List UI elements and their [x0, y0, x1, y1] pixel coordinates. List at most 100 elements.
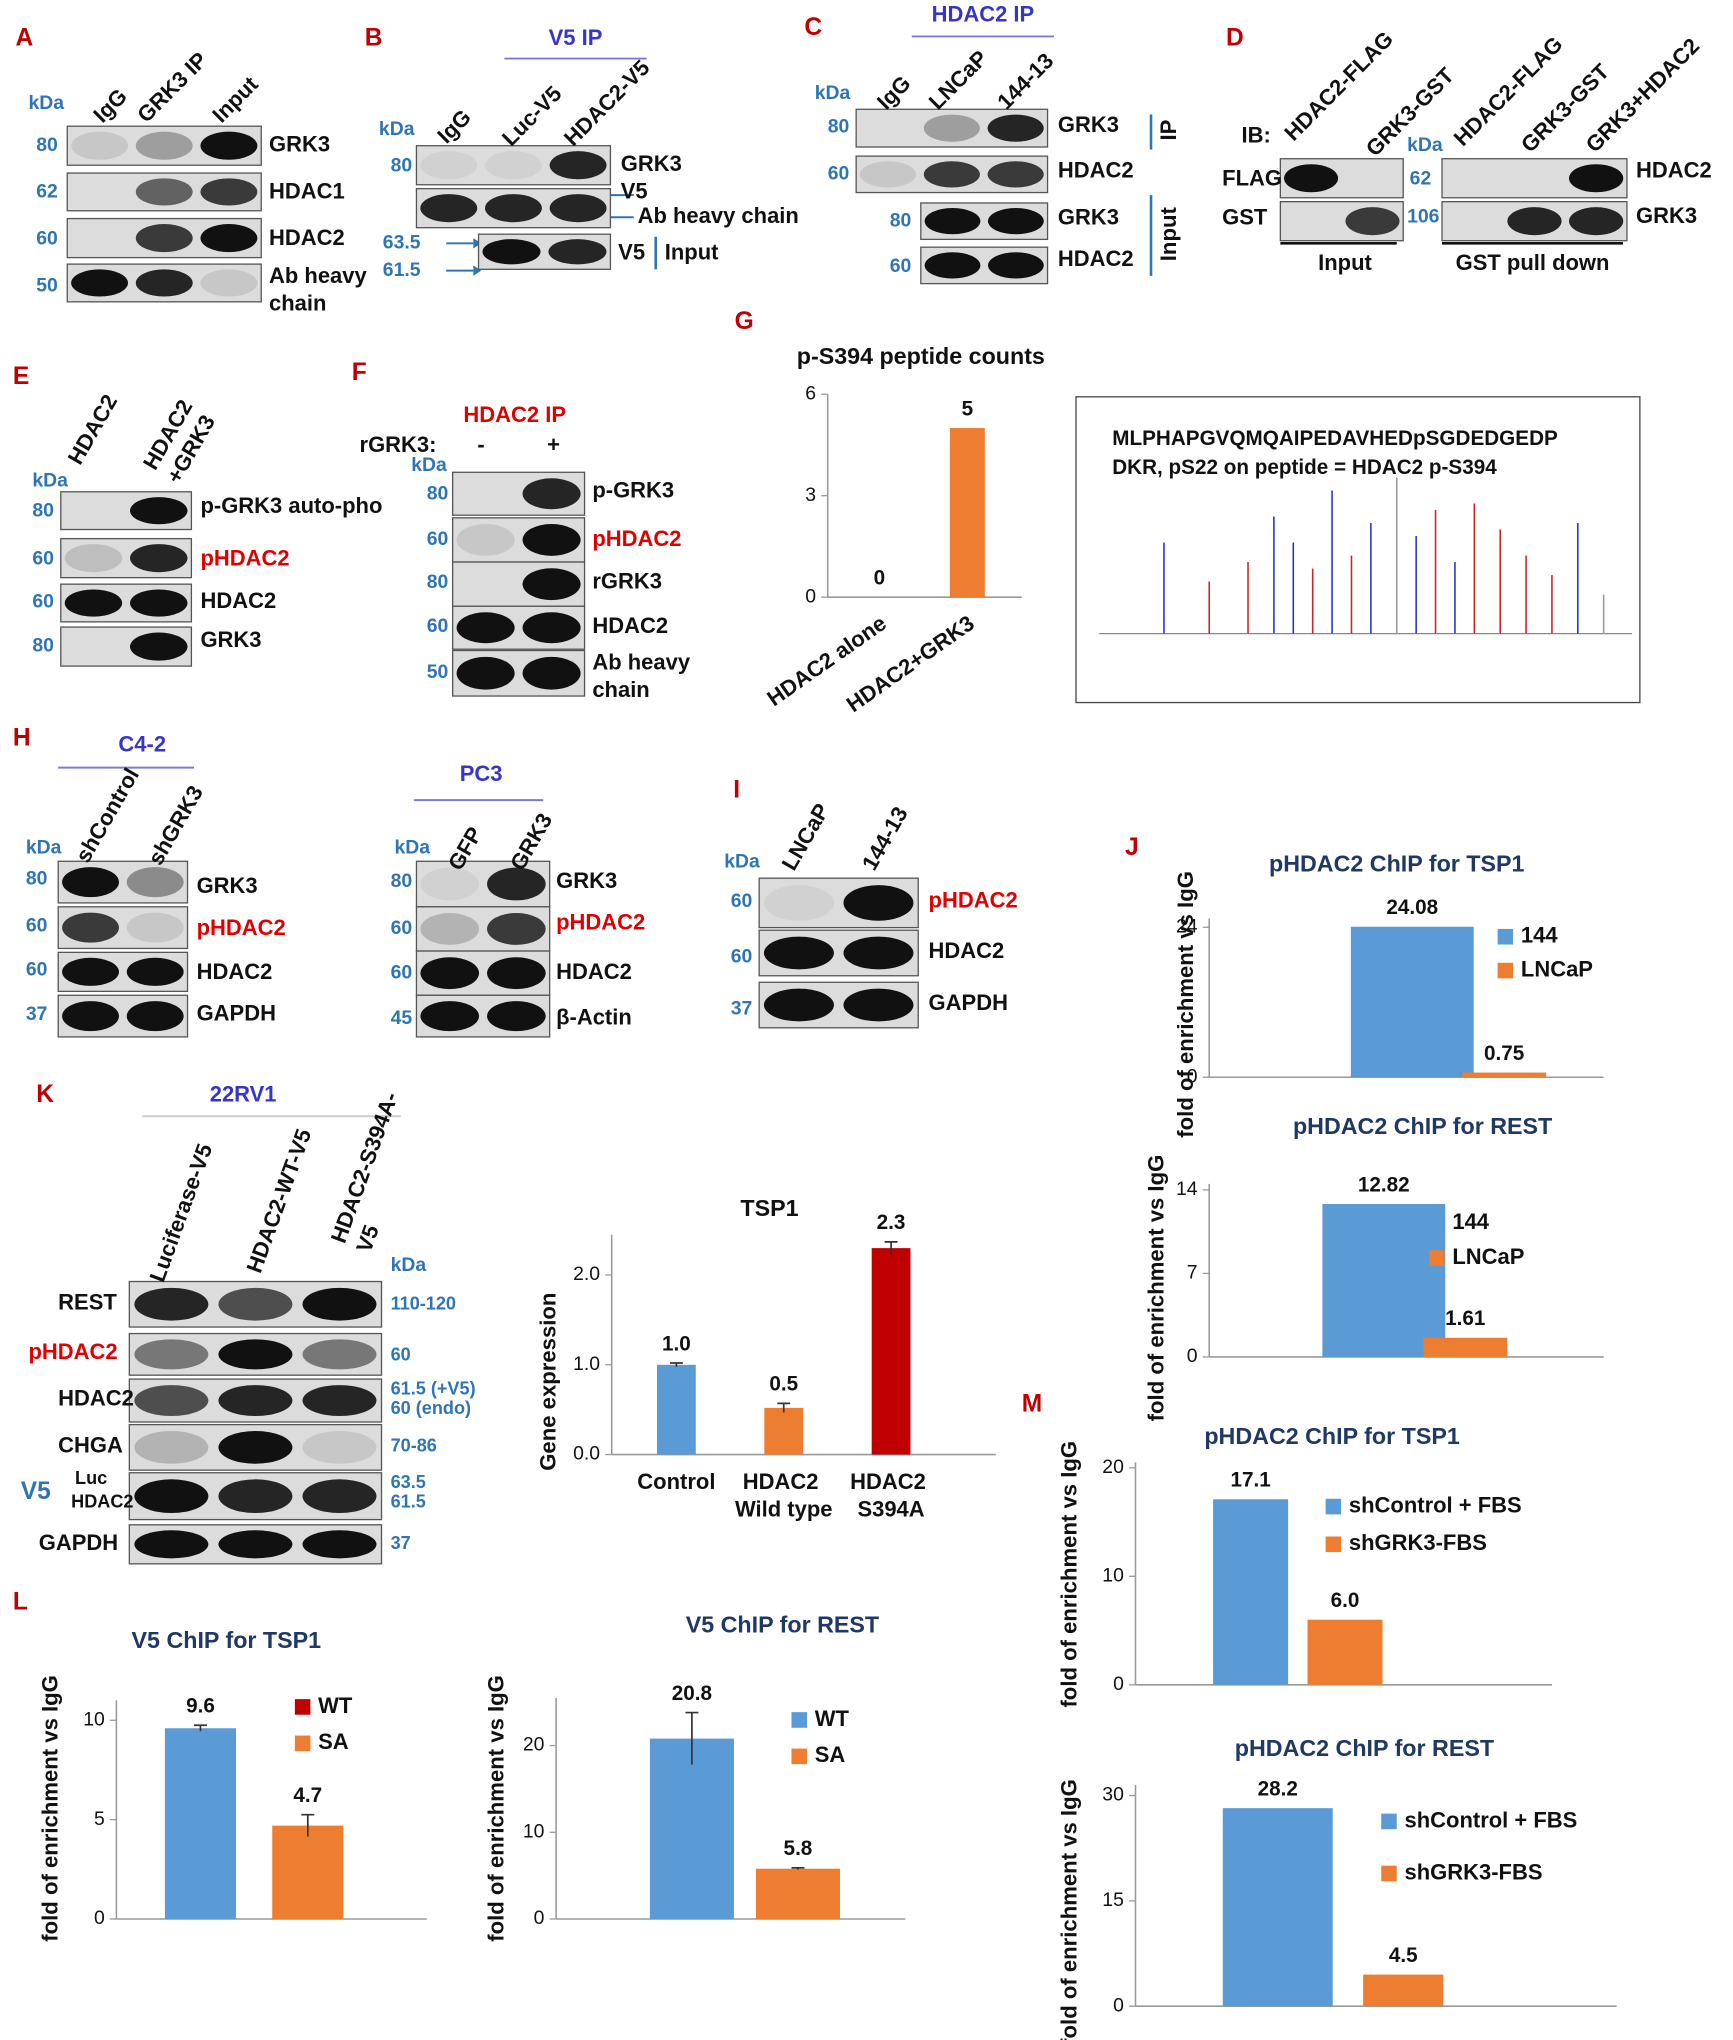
title-text: PC3	[460, 761, 503, 786]
letter-text: F	[352, 359, 367, 386]
bands-text: GRK3	[197, 873, 258, 898]
title-text: 22RV1	[210, 1081, 277, 1106]
legend-label: LNCaP	[1452, 1244, 1524, 1269]
blot-band	[420, 1001, 480, 1032]
blot-band	[843, 885, 914, 921]
bands-text: pHDAC2	[28, 1339, 117, 1364]
blot-band	[218, 1287, 293, 1321]
y-axis-label: fold of enrichment vs IgG	[1057, 1779, 1082, 2040]
blot-band	[923, 114, 980, 142]
markers-text: 61.5	[391, 1491, 426, 1511]
blot-band	[420, 151, 478, 180]
y-tick-label: 20	[523, 1734, 545, 1756]
bar	[1322, 1203, 1446, 1357]
legend-label: LNCaP	[1521, 956, 1593, 981]
markers-text: 60	[391, 961, 413, 983]
blot-band	[987, 252, 1044, 279]
bar	[764, 1407, 804, 1455]
bar	[164, 1728, 237, 1920]
blot-band	[302, 1479, 377, 1514]
bands-text: GAPDH	[197, 1001, 276, 1026]
markers-text: 60	[731, 946, 753, 968]
blot-band	[200, 269, 258, 297]
value-label: 12.82	[1358, 1173, 1410, 1196]
blot-band	[126, 912, 184, 943]
blot-band	[924, 252, 981, 279]
kda-text: kDa	[391, 1254, 427, 1276]
y-tick-label: 3	[805, 484, 816, 506]
bar	[1363, 1974, 1444, 2007]
blot-band	[484, 194, 542, 223]
bands-text: Ab heavy chain	[592, 649, 696, 701]
blot-band	[987, 208, 1044, 235]
letter-text: M	[1022, 1391, 1042, 1418]
bar	[656, 1364, 696, 1455]
blot-band	[130, 497, 188, 525]
markers-text: 60	[26, 959, 48, 981]
treatment-text: rGRK3:	[360, 432, 437, 457]
y-tick-label: 0.0	[573, 1443, 600, 1465]
columns-text: HDAC2-V5	[559, 55, 654, 151]
blot-band	[420, 867, 480, 901]
markers-text: 60	[32, 548, 54, 570]
value-label: 0.75	[1484, 1042, 1524, 1065]
bar	[1462, 1072, 1547, 1078]
y-tick-label: 0	[94, 1907, 105, 1929]
blot-band	[987, 161, 1044, 188]
bands-text: HDAC2	[269, 225, 345, 250]
y-tick-label: 10	[83, 1708, 105, 1730]
blot-band	[135, 131, 193, 160]
legend-swatch	[1497, 928, 1514, 945]
blot-band	[200, 131, 258, 160]
blot-band	[134, 1430, 209, 1464]
value-label: 1.61	[1445, 1307, 1485, 1330]
blot-band	[763, 885, 834, 921]
blot-band	[200, 224, 258, 253]
bands-text: Luc	[75, 1468, 107, 1488]
letter-text: D	[1226, 25, 1244, 52]
legend-swatch	[294, 1735, 311, 1752]
blot-band	[1569, 207, 1624, 236]
blot-band	[549, 194, 607, 223]
blot-band	[134, 1530, 209, 1559]
x-tick-label: HDAC2 S394A	[850, 1469, 932, 1521]
markers-text: 106	[1407, 205, 1440, 227]
bar	[649, 1738, 734, 1920]
legend-label: 144	[1521, 923, 1558, 948]
markers-text: 60 (endo)	[391, 1398, 471, 1418]
error-bar	[685, 1711, 699, 1765]
title-text: HDAC2 IP	[463, 402, 566, 427]
markers-text: 45	[391, 1007, 413, 1029]
bands-text: rGRK3	[592, 569, 662, 594]
blot-band	[134, 1479, 209, 1514]
value-label: 0.5	[769, 1373, 798, 1396]
y-tick-label: 5	[94, 1808, 105, 1830]
bar	[755, 1868, 840, 1920]
kda-text: kDa	[32, 469, 68, 491]
peptide-text: MLPHAPGVQMQAIPEDAVHEDpSGDEDGEDP	[1112, 427, 1558, 450]
markers-text: 60	[427, 528, 449, 550]
legend-swatch	[1497, 962, 1514, 979]
blot-band	[763, 988, 834, 1022]
blot-band	[487, 913, 546, 945]
letter-text: C	[804, 14, 822, 41]
bands-text: HDAC2	[1058, 246, 1134, 271]
kda-text: kDa	[411, 454, 447, 476]
legend-swatch	[1429, 1250, 1445, 1266]
markers-text: 60	[427, 615, 449, 637]
markers-text: 37	[391, 1533, 411, 1553]
blot-band	[549, 151, 607, 180]
blot-band	[218, 1385, 293, 1417]
kda-text: kDa	[724, 851, 760, 873]
blot-band	[134, 1339, 209, 1370]
blot-band	[420, 913, 480, 945]
blot-band	[135, 178, 193, 206]
blot-band	[1284, 164, 1339, 193]
blot-band	[522, 568, 581, 601]
y-axis-label: Gene expression	[536, 1293, 561, 1471]
error-bar	[669, 1362, 683, 1367]
blot-band	[859, 161, 917, 188]
legend-label: shGRK3-FBS	[1349, 1530, 1487, 1555]
markers-text: 62	[1410, 168, 1432, 190]
markers-text: 50	[36, 274, 58, 296]
